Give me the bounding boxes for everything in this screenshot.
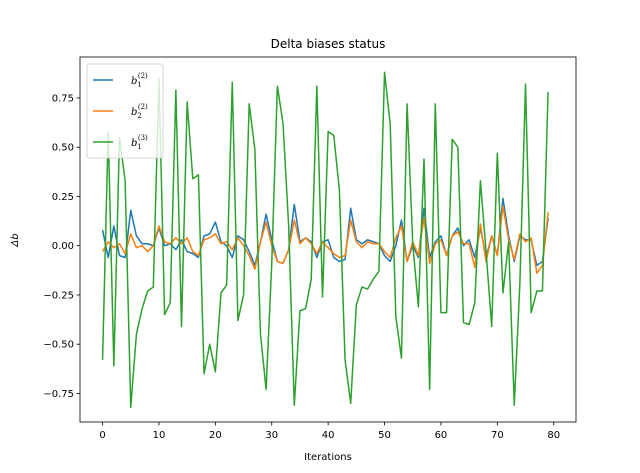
x-axis-label: Iterations <box>304 452 352 463</box>
x-tick-label: 0 <box>99 430 105 441</box>
y-tick-label: 0.00 <box>52 241 74 252</box>
x-tick-label: 30 <box>265 430 278 441</box>
y-tick-label: −0.25 <box>43 290 74 301</box>
legend-label-1: b1(2) <box>131 72 148 89</box>
y-tick-label: 0.25 <box>52 192 74 203</box>
legend-box <box>86 63 164 159</box>
y-axis-ticks: −0.75 −0.50 −0.25 0.00 0.25 0.50 0.75 <box>43 93 80 400</box>
x-tick-label: 50 <box>378 430 391 441</box>
x-tick-label: 10 <box>153 430 166 441</box>
chart-title: Delta biases status <box>271 37 386 51</box>
series-layer <box>101 71 549 408</box>
y-tick-label: −0.50 <box>43 340 74 351</box>
series-line-3 <box>101 71 549 408</box>
y-axis-label: Δb <box>10 233 21 247</box>
series-line-1 <box>101 197 549 267</box>
x-tick-label: 60 <box>435 430 448 441</box>
legend-label-3: b1(3) <box>131 134 148 151</box>
x-tick-label: 20 <box>209 430 222 441</box>
x-axis-ticks: 0 10 20 30 40 50 60 70 80 <box>99 422 560 441</box>
legend: b1(2) b2(2) b1(3) <box>86 63 164 159</box>
y-tick-label: 0.75 <box>52 93 74 104</box>
x-tick-label: 40 <box>322 430 335 441</box>
x-tick-label: 80 <box>547 430 560 441</box>
y-tick-label: −0.75 <box>43 389 74 400</box>
plot-frame <box>79 56 577 423</box>
legend-label-2: b2(2) <box>131 103 148 120</box>
y-tick-label: 0.50 <box>52 143 74 154</box>
series-line-2 <box>101 205 549 275</box>
x-tick-label: 70 <box>491 430 504 441</box>
